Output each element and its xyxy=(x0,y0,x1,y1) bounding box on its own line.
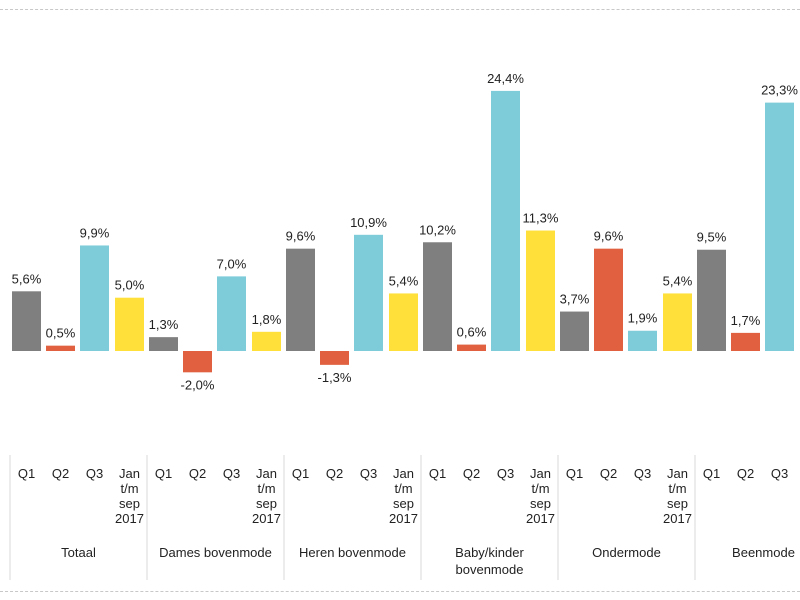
data-label: 9,6% xyxy=(594,229,624,244)
data-label: 1,9% xyxy=(628,311,658,326)
bar-series xyxy=(12,90,794,373)
tick-label: Q2 xyxy=(189,466,206,481)
tick-label: Q3 xyxy=(634,466,651,481)
bar xyxy=(731,332,760,351)
period-tick-labels: Q1 Q2 Q3 Jan t/m sep 2017 Q1 Q2 Q3 Jan t/m sep 2017 Q1… xyxy=(18,466,788,526)
data-label: -1,3% xyxy=(318,370,352,385)
tick-label: Q2 xyxy=(600,466,617,481)
tick-label: Jan t/m sep 2017 xyxy=(663,466,692,526)
bar xyxy=(423,242,452,351)
tick-label: Q2 xyxy=(463,466,480,481)
data-label: 9,6% xyxy=(286,229,316,244)
tick-label: Q2 xyxy=(326,466,343,481)
bar xyxy=(46,345,75,351)
group-label: Ondermode xyxy=(592,545,661,560)
bar xyxy=(183,351,212,373)
tick-label: Q1 xyxy=(18,466,35,481)
tick-label: Q3 xyxy=(223,466,240,481)
bar xyxy=(457,344,486,351)
data-label: -2,0% xyxy=(181,377,215,392)
tick-label: Q3 xyxy=(360,466,377,481)
bar xyxy=(286,248,315,351)
bar xyxy=(389,293,418,351)
data-label: 3,7% xyxy=(560,292,590,307)
data-label: 10,9% xyxy=(350,215,387,230)
tick-label: Q1 xyxy=(429,466,446,481)
group-label: Baby/kinder bovenmode xyxy=(455,545,524,577)
data-label: 1,8% xyxy=(252,312,282,327)
data-label: 5,0% xyxy=(115,278,145,293)
data-label: 0,6% xyxy=(457,325,487,340)
bar xyxy=(115,297,144,351)
bar xyxy=(80,245,109,351)
group-label: Heren bovenmode xyxy=(299,545,406,560)
bar xyxy=(354,234,383,351)
data-label: 1,3% xyxy=(149,317,179,332)
group-labels: Totaal Dames bovenmode Heren bovenmode Baby… xyxy=(61,545,795,577)
bar xyxy=(491,90,520,352)
data-label: 9,5% xyxy=(697,230,727,245)
data-label: 1,7% xyxy=(731,313,761,328)
data-label: 0,5% xyxy=(46,326,76,341)
data-label: 5,4% xyxy=(663,273,693,288)
tick-label: Q1 xyxy=(703,466,720,481)
data-label: 23,3% xyxy=(761,83,798,98)
bar xyxy=(765,102,794,351)
axis-dividers xyxy=(9,455,696,580)
bar xyxy=(320,351,349,365)
data-label: 7,0% xyxy=(217,256,247,271)
bar xyxy=(663,293,692,351)
bar xyxy=(526,230,555,351)
tick-label: Jan t/m sep 2017 xyxy=(115,466,144,526)
tick-label: Q1 xyxy=(292,466,309,481)
tick-label: Jan t/m sep 2017 xyxy=(252,466,281,526)
data-label: 5,4% xyxy=(389,273,419,288)
data-label: 24,4% xyxy=(487,71,524,86)
bar xyxy=(594,248,623,351)
tick-label: Q3 xyxy=(771,466,788,481)
data-label: 11,3% xyxy=(523,211,559,226)
group-label: Dames bovenmode xyxy=(159,545,272,560)
frame-top-border xyxy=(0,9,800,10)
data-labels: 5,6% 0,5% 9,9% 5,0% 1,3% -2,0% 7,0% 1,8% 9,6% -1,… xyxy=(12,71,799,392)
data-label: 5,6% xyxy=(12,271,42,286)
bar xyxy=(217,276,246,351)
tick-label: Q2 xyxy=(737,466,754,481)
tick-label: Q1 xyxy=(566,466,583,481)
bar xyxy=(560,311,589,351)
bar xyxy=(149,337,178,351)
bar xyxy=(252,331,281,351)
data-label: 9,9% xyxy=(80,225,110,240)
bar xyxy=(628,330,657,351)
tick-label: Jan t/m sep 2017 xyxy=(389,466,418,526)
tick-label: Q3 xyxy=(497,466,514,481)
tick-label: Jan t/m sep 2017 xyxy=(526,466,555,526)
group-label: Beenmode xyxy=(732,545,795,560)
tick-label: Q1 xyxy=(155,466,172,481)
bar xyxy=(697,249,726,351)
tick-label: Q3 xyxy=(86,466,103,481)
frame-bottom-border xyxy=(0,591,800,592)
tick-label: Q2 xyxy=(52,466,69,481)
bar xyxy=(12,291,41,351)
group-label: Totaal xyxy=(61,545,96,560)
data-label: 10,2% xyxy=(419,222,456,237)
